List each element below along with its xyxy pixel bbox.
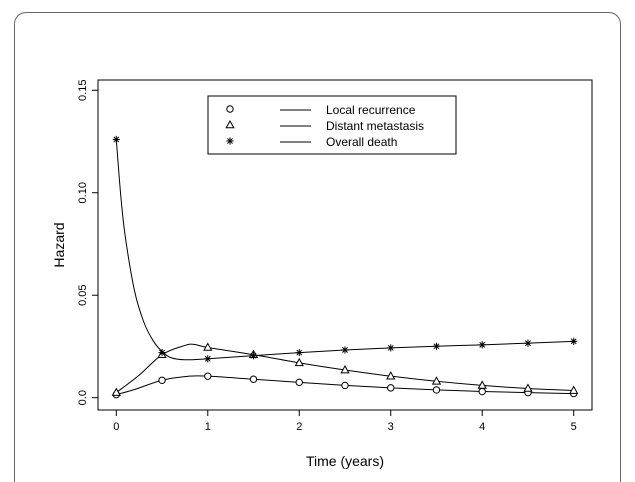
data-point-local-recurrence — [432, 386, 441, 394]
x-axis-label: Time (years) — [306, 453, 384, 469]
x-tick-label: 5 — [571, 421, 577, 433]
x-tick-label: 1 — [205, 421, 211, 433]
legend-item-local-recurrence: Local recurrence — [226, 103, 416, 117]
legend-marker-local-recurrence — [226, 105, 234, 113]
x-tick-label: 2 — [296, 421, 302, 433]
data-point-overall-death — [112, 135, 120, 144]
data-point-overall-death — [432, 342, 441, 350]
y-axis-label: Hazard — [51, 222, 67, 267]
data-point-distant-metastasis — [111, 387, 121, 396]
data-point-local-recurrence — [158, 376, 166, 384]
data-point-overall-death — [295, 349, 303, 357]
chart-frame — [14, 12, 621, 482]
legend-label-overall-death: Overall death — [326, 135, 397, 149]
data-point-distant-metastasis — [523, 383, 533, 392]
legend-item-overall-death: Overall death — [226, 135, 397, 149]
data-point-overall-death — [204, 355, 212, 363]
data-point-overall-death — [158, 349, 166, 357]
data-point-local-recurrence — [295, 378, 303, 387]
y-tick-label: 0.15 — [77, 80, 89, 101]
y-tick-label: 0.10 — [77, 182, 89, 203]
legend-item-distant-metastasis: Distant metastasis — [225, 119, 424, 133]
legend-label-distant-metastasis: Distant metastasis — [326, 119, 424, 133]
data-point-distant-metastasis — [569, 385, 579, 394]
legend-marker-overall-death — [226, 137, 234, 145]
x-tick-label: 3 — [388, 421, 394, 433]
x-tick-label: 0 — [113, 421, 119, 433]
legend: Local recurrence Distant metastasis Overal… — [207, 95, 457, 155]
plot-area — [97, 79, 593, 411]
data-point-distant-metastasis — [477, 380, 487, 389]
data-point-overall-death — [478, 341, 486, 349]
data-point-local-recurrence — [478, 387, 486, 396]
data-point-overall-death — [524, 339, 532, 347]
series-curves — [115, 139, 574, 396]
y-tick-label: 0.0 — [77, 390, 89, 405]
x-tick-label: 4 — [479, 421, 485, 433]
x-axis: 0 1 2 3 4 5 — [113, 410, 577, 433]
legend-box — [207, 95, 457, 155]
data-point-local-recurrence — [204, 372, 212, 380]
data-point-distant-metastasis — [294, 357, 304, 367]
data-point-overall-death — [570, 337, 578, 345]
data-point-local-recurrence — [249, 375, 258, 383]
legend-marker-distant-metastasis — [225, 119, 235, 129]
data-point-overall-death — [387, 344, 395, 352]
data-point-local-recurrence — [387, 384, 395, 392]
series-markers — [111, 135, 579, 399]
data-point-distant-metastasis — [340, 365, 350, 374]
y-axis: 0.0 0.05 0.10 0.15 — [77, 80, 98, 405]
data-point-distant-metastasis — [431, 376, 442, 385]
series-line-overall-death — [115, 139, 574, 361]
data-point-distant-metastasis — [386, 371, 396, 380]
data-point-overall-death — [341, 346, 349, 354]
data-point-overall-death — [249, 352, 258, 360]
data-point-local-recurrence — [341, 381, 349, 390]
data-point-distant-metastasis — [203, 342, 213, 351]
legend-label-local-recurrence: Local recurrence — [326, 103, 416, 117]
y-tick-label: 0.05 — [77, 285, 89, 306]
